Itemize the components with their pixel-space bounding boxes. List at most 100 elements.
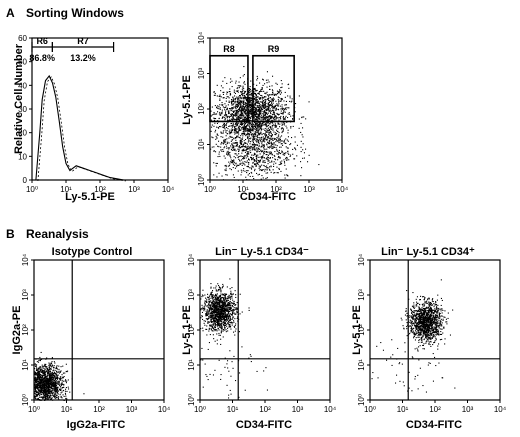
gate-plot-event-dot (218, 146, 220, 148)
isotype-plot-event-dot (52, 376, 54, 378)
gate-plot-event-dot (292, 125, 294, 127)
gate-plot-event-dot (233, 98, 235, 100)
isotype-plot-event-dot (35, 374, 37, 376)
gate-plot-event-dot (225, 114, 227, 116)
gate-plot-event-dot (260, 125, 262, 127)
isotype-plot-event-dot (48, 374, 50, 376)
gate-plot-event-dot (252, 140, 254, 142)
isotype-plot-event-dot (35, 383, 37, 385)
isotype-plot-event-dot (42, 390, 44, 392)
gate-plot-event-dot (240, 146, 242, 148)
cd34neg-plot-event-dot (206, 300, 208, 302)
gate-plot-event-dot (280, 115, 282, 117)
isotype-plot-event-dot (47, 388, 49, 390)
gate-plot-event-dot (265, 130, 267, 132)
isotype-plot-event-dot (47, 388, 49, 390)
gate-plot-event-dot (232, 104, 234, 106)
isotype-plot-event-dot (36, 378, 38, 380)
cd34neg-plot-event-dot (218, 318, 220, 320)
isotype-plot-event-dot (65, 395, 67, 397)
gate-plot-event-dot (244, 102, 246, 104)
gate-plot-event-dot (267, 167, 269, 169)
isotype-plot-event-dot (44, 385, 46, 387)
gate-plot-event-dot (285, 159, 287, 161)
cd34neg-plot-event-dot (204, 303, 206, 305)
gate-plot-event-dot (236, 141, 238, 143)
isotype-plot-event-dot (41, 384, 43, 386)
gate-plot-event-dot (257, 119, 259, 121)
isotype-plot-event-dot (48, 390, 50, 392)
isotype-plot-event-dot (62, 377, 64, 379)
isotype-plot-event-dot (54, 390, 56, 392)
cd34neg-plot-event-dot (218, 334, 220, 336)
gate-plot-event-dot (284, 139, 286, 141)
cd34neg-plot-event-dot (209, 305, 211, 307)
gate-plot-event-dot (242, 126, 244, 128)
isotype-plot-event-dot (61, 384, 63, 386)
gate-plot-event-dot (216, 84, 218, 86)
gate-plot-event-dot (289, 144, 291, 146)
gate-plot-event-dot (262, 128, 264, 130)
cd34neg-plot-event-dot (228, 314, 230, 316)
gate-plot-event-dot (282, 129, 284, 131)
gate-plot-event-dot (271, 89, 273, 91)
cd34neg-plot-event-dot (222, 306, 224, 308)
gate-plot-event-dot (244, 112, 246, 114)
gate-plot-event-dot (249, 130, 251, 132)
gate-plot-event-dot (256, 130, 258, 132)
gate-plot-event-dot (268, 153, 270, 155)
isotype-plot-event-dot (48, 368, 50, 370)
gate-plot-event-dot (210, 148, 212, 150)
gate-plot-event-dot (287, 147, 289, 149)
gate-plot-event-dot (260, 149, 262, 151)
isotype-plot-event-dot (44, 376, 46, 378)
gate-plot-event-dot (260, 139, 262, 141)
cd34neg-plot-event-dot (210, 293, 212, 295)
cd34neg-plot-event-dot (218, 290, 220, 292)
isotype-plot-event-dot (55, 380, 57, 382)
gate-plot-event-dot (249, 101, 251, 103)
cd34neg-plot-event-dot (213, 302, 215, 304)
gate-plot-event-dot (258, 151, 260, 153)
gate-plot-event-dot (268, 143, 270, 145)
cd34neg-plot-event-dot (206, 312, 208, 314)
gate-plot-event-dot (257, 174, 259, 176)
cd34neg-plot-event-dot (218, 309, 220, 311)
gate-plot-event-dot (276, 153, 278, 155)
cd34neg-plot-event-dot (230, 290, 232, 292)
gate-plot-event-dot (236, 109, 238, 111)
gate-plot-event-dot (266, 165, 268, 167)
gate-plot-event-dot (216, 162, 218, 164)
gate-plot-event-dot (238, 85, 240, 87)
gate-plot-event-dot (265, 102, 267, 104)
isotype-plot-event-dot (67, 379, 69, 381)
isotype-plot-ytick-label: 10¹ (21, 359, 30, 371)
gate-plot-xtick-label: 10⁰ (204, 185, 216, 194)
gate-plot-event-dot (245, 104, 247, 106)
gate-plot-event-dot (244, 83, 246, 85)
isotype-plot-event-dot (65, 363, 67, 365)
gate-plot-event-dot (249, 152, 251, 154)
cd34neg-plot-event-dot (211, 325, 213, 327)
cd34neg-plot-event-dot (217, 289, 219, 291)
cd34neg-plot-event-dot (214, 318, 216, 320)
gate-plot-event-dot (232, 113, 234, 115)
gate-plot-event-dot (257, 111, 259, 113)
gate-plot-event-dot (241, 133, 243, 135)
cd34neg-plot-event-dot (219, 313, 221, 315)
isotype-plot-event-dot (37, 383, 39, 385)
gate-plot-event-dot (235, 137, 237, 139)
cd34neg-plot-event-dot (229, 305, 231, 307)
gate-plot-event-dot (238, 150, 240, 152)
gate-plot-ytick-label: 10⁰ (197, 174, 206, 186)
gate-plot-event-dot (223, 126, 225, 128)
gate-plot-event-dot (251, 149, 253, 151)
gate-plot-event-dot (283, 124, 285, 126)
gate-plot-event-dot (255, 95, 257, 97)
cd34neg-plot-event-dot (201, 315, 203, 317)
cd34neg-plot-event-dot (221, 323, 223, 325)
gate-plot-event-dot (227, 154, 229, 156)
cd34neg-plot-event-dot (218, 321, 220, 323)
gate-plot-event-dot (278, 167, 280, 169)
cd34neg-plot-event-dot (216, 313, 218, 315)
